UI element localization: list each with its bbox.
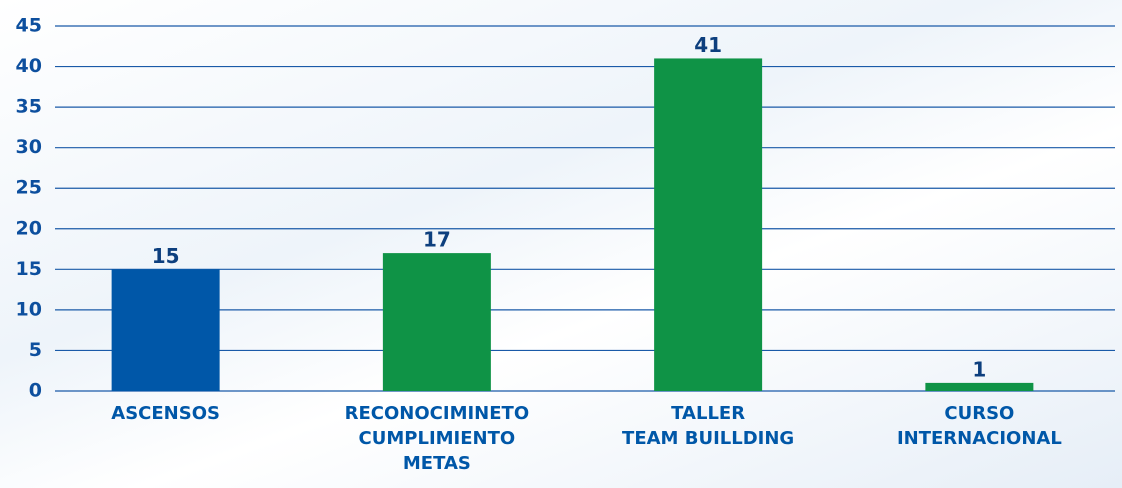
y-tick-label: 35 (16, 96, 42, 118)
y-tick-label: 30 (16, 136, 42, 158)
value-label: 41 (694, 33, 722, 57)
bar (382, 253, 491, 391)
y-tick-label: 45 (16, 15, 42, 37)
y-tick-label: 25 (16, 177, 42, 199)
y-tick-label: 20 (16, 217, 42, 239)
value-label: 17 (423, 228, 451, 252)
x-tick-label: ASCENSOS (111, 403, 220, 424)
y-tick-label: 0 (29, 380, 42, 402)
bar (654, 58, 763, 391)
y-tick-label: 5 (29, 339, 42, 361)
x-tick-label: CUMPLIMIENTO (359, 428, 516, 449)
x-tick-label: RECONOCIMINETO (345, 403, 530, 424)
bar (111, 269, 220, 391)
y-tick-label: 15 (16, 258, 42, 280)
x-tick-label: TALLER (671, 403, 745, 424)
x-tick-label: METAS (403, 453, 471, 474)
x-tick-label: TEAM BUILLDING (622, 428, 794, 449)
x-tick-label: INTERNACIONAL (897, 428, 1062, 449)
value-label: 1 (972, 357, 986, 381)
y-tick-label: 10 (16, 298, 42, 320)
y-tick-label: 40 (16, 55, 42, 77)
bar (925, 382, 1034, 391)
x-tick-label: CURSO (944, 403, 1014, 424)
value-label: 15 (152, 244, 180, 268)
